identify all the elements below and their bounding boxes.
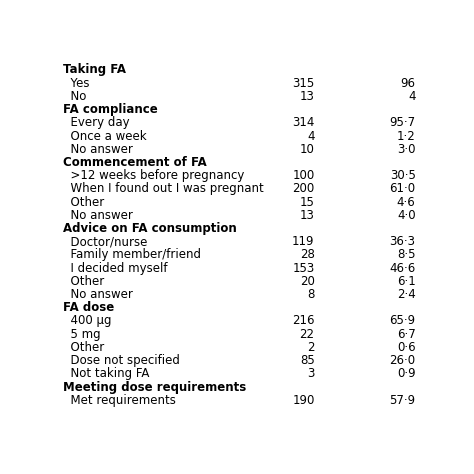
Text: 4·0: 4·0 — [397, 209, 416, 222]
Text: 95·7: 95·7 — [390, 116, 416, 129]
Text: 4: 4 — [307, 129, 315, 143]
Text: 0·9: 0·9 — [397, 367, 416, 380]
Text: 20: 20 — [300, 275, 315, 288]
Text: 15: 15 — [300, 196, 315, 209]
Text: Once a week: Once a week — [63, 129, 146, 143]
Text: 119: 119 — [292, 235, 315, 248]
Text: No: No — [63, 90, 86, 103]
Text: 4: 4 — [408, 90, 416, 103]
Text: 13: 13 — [300, 209, 315, 222]
Text: 6·1: 6·1 — [397, 275, 416, 288]
Text: When I found out I was pregnant: When I found out I was pregnant — [63, 182, 264, 195]
Text: Every day: Every day — [63, 116, 129, 129]
Text: 3·0: 3·0 — [397, 143, 416, 156]
Text: 315: 315 — [292, 77, 315, 90]
Text: 216: 216 — [292, 314, 315, 328]
Text: No answer: No answer — [63, 143, 133, 156]
Text: No answer: No answer — [63, 209, 133, 222]
Text: 8: 8 — [307, 288, 315, 301]
Text: 4·6: 4·6 — [397, 196, 416, 209]
Text: Other: Other — [63, 196, 104, 209]
Text: 5 mg: 5 mg — [63, 328, 100, 341]
Text: Advice on FA consumption: Advice on FA consumption — [63, 222, 237, 235]
Text: 1·2: 1·2 — [397, 129, 416, 143]
Text: 57·9: 57·9 — [390, 394, 416, 407]
Text: 61·0: 61·0 — [390, 182, 416, 195]
Text: Dose not specified: Dose not specified — [63, 354, 180, 367]
Text: 3: 3 — [307, 367, 315, 380]
Text: 65·9: 65·9 — [390, 314, 416, 328]
Text: 28: 28 — [300, 248, 315, 262]
Text: No answer: No answer — [63, 288, 133, 301]
Text: Taking FA: Taking FA — [63, 64, 126, 76]
Text: FA dose: FA dose — [63, 301, 114, 314]
Text: 46·6: 46·6 — [389, 262, 416, 274]
Text: 85: 85 — [300, 354, 315, 367]
Text: 200: 200 — [292, 182, 315, 195]
Text: I decided myself: I decided myself — [63, 262, 167, 274]
Text: Met requirements: Met requirements — [63, 394, 176, 407]
Text: >12 weeks before pregnancy: >12 weeks before pregnancy — [63, 169, 244, 182]
Text: 2: 2 — [307, 341, 315, 354]
Text: 400 μg: 400 μg — [63, 314, 111, 328]
Text: Commencement of FA: Commencement of FA — [63, 156, 207, 169]
Text: 30·5: 30·5 — [390, 169, 416, 182]
Text: 2·4: 2·4 — [397, 288, 416, 301]
Text: 10: 10 — [300, 143, 315, 156]
Text: 36·3: 36·3 — [390, 235, 416, 248]
Text: Meeting dose requirements: Meeting dose requirements — [63, 381, 246, 393]
Text: 100: 100 — [292, 169, 315, 182]
Text: 26·0: 26·0 — [390, 354, 416, 367]
Text: Other: Other — [63, 275, 104, 288]
Text: 13: 13 — [300, 90, 315, 103]
Text: FA compliance: FA compliance — [63, 103, 158, 116]
Text: 190: 190 — [292, 394, 315, 407]
Text: Family member/friend: Family member/friend — [63, 248, 201, 262]
Text: Other: Other — [63, 341, 104, 354]
Text: 0·6: 0·6 — [397, 341, 416, 354]
Text: 22: 22 — [300, 328, 315, 341]
Text: 153: 153 — [292, 262, 315, 274]
Text: Not taking FA: Not taking FA — [63, 367, 149, 380]
Text: 6·7: 6·7 — [397, 328, 416, 341]
Text: 314: 314 — [292, 116, 315, 129]
Text: 8·5: 8·5 — [397, 248, 416, 262]
Text: Yes: Yes — [63, 77, 90, 90]
Text: Doctor/nurse: Doctor/nurse — [63, 235, 147, 248]
Text: 96: 96 — [401, 77, 416, 90]
